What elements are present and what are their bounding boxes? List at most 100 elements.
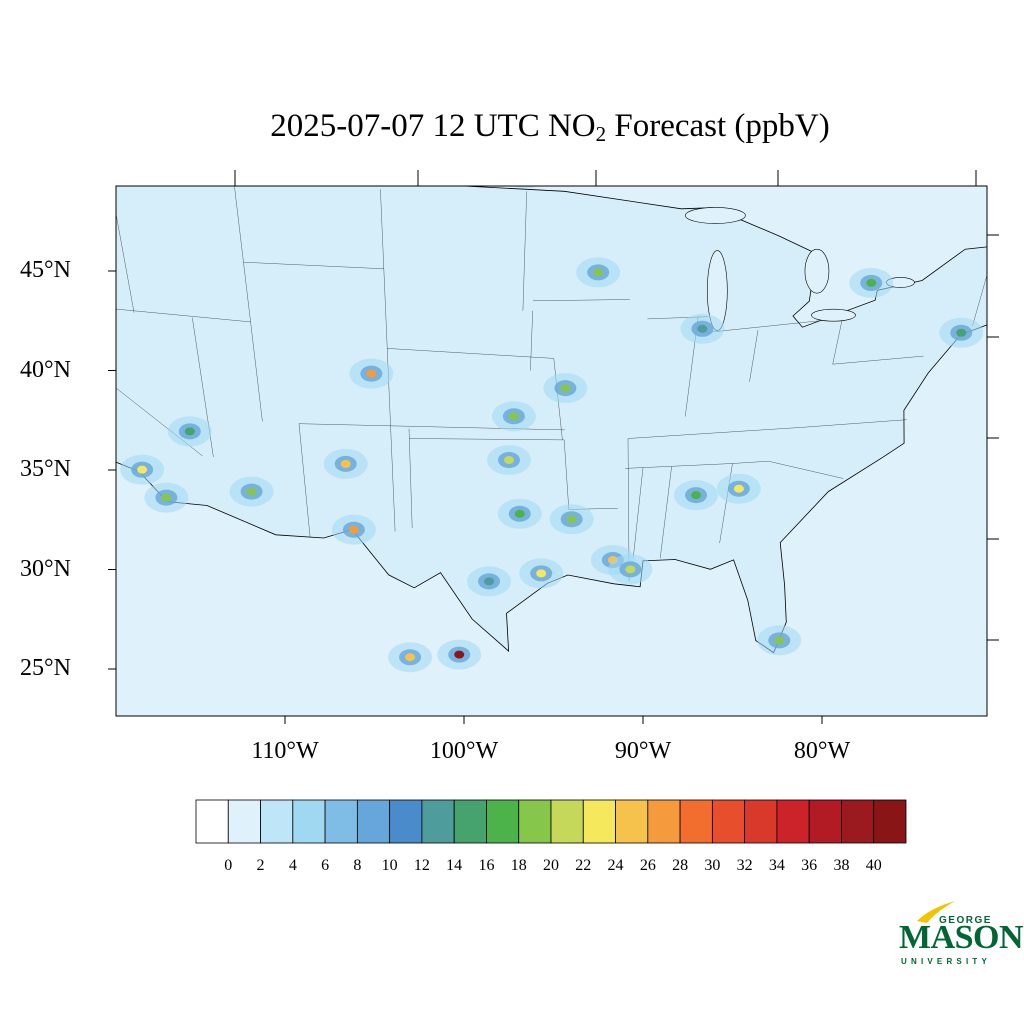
map-frame <box>115 185 988 717</box>
logo-mason: MASON <box>899 919 1024 956</box>
hotspot-phoenix <box>246 487 257 496</box>
colorbar-label: 24 <box>607 857 624 874</box>
hotspot-chicago <box>697 324 708 333</box>
lat-label: 40°N <box>20 356 71 383</box>
plume-mid <box>514 165 536 181</box>
colorbar-label: 8 <box>353 857 362 874</box>
hotspot-las-vegas <box>184 427 195 436</box>
state-boundary <box>532 299 630 302</box>
great-lake <box>811 308 856 322</box>
colorbar-segment <box>227 799 261 844</box>
hotspot-torreon <box>405 653 416 662</box>
colorbar-segment <box>453 799 487 844</box>
colorbar-segment <box>356 799 391 844</box>
lon-label: 80°W <box>793 738 851 764</box>
colorbar-label: 10 <box>381 857 398 874</box>
plume-mid <box>154 131 176 147</box>
colorbar-label: 38 <box>833 857 850 874</box>
hotspot-albuquerque <box>340 459 351 468</box>
us-coastline <box>116 186 987 654</box>
colorbar-segment <box>744 799 778 844</box>
hotspot-calgary <box>160 135 170 143</box>
plume-halo <box>513 186 538 189</box>
state-boundary <box>116 308 251 323</box>
map-title: 2025-07-07 12 UTC NO2 Forecast (ppbV) <box>270 108 830 146</box>
colorbar-label: 34 <box>768 857 785 874</box>
colorbar-label: 22 <box>575 857 592 874</box>
hotspot-birmingham <box>691 491 702 500</box>
state-boundary <box>972 274 987 326</box>
colorbar-label: 4 <box>288 857 297 874</box>
colorbar-segment <box>776 799 810 844</box>
hotspot-kansas-city <box>560 384 571 393</box>
lon-label: 90°W <box>614 738 672 764</box>
hotspot-miami <box>774 636 785 645</box>
hotspot-san-diego <box>161 493 172 502</box>
hotspot-new-orleans <box>625 565 636 574</box>
hotspot-atlanta <box>733 484 744 493</box>
state-boundary <box>530 310 533 371</box>
colorbar-label: 0 <box>224 857 233 874</box>
colorbar-label: 20 <box>543 857 559 874</box>
hotspot-wichita <box>508 412 519 421</box>
plume-halo <box>143 124 187 154</box>
colorbar-label: 30 <box>704 857 721 874</box>
map-content <box>0 124 987 673</box>
colorbar-segment <box>873 799 907 844</box>
lat-label: 35°N <box>20 456 71 482</box>
colorbar-label: 36 <box>801 857 818 874</box>
colorbar-label: 40 <box>865 857 882 874</box>
plume-mid <box>0 223 17 239</box>
state-boundary <box>563 439 570 510</box>
hotspot-minneapolis <box>593 268 604 277</box>
colorbar-label: 12 <box>413 857 430 874</box>
state-boundary <box>409 438 565 441</box>
state-boundary <box>768 460 844 479</box>
logo-university: UNIVERSITY <box>901 957 992 966</box>
great-lake <box>804 248 830 294</box>
hotspot-winnipeg <box>520 169 530 177</box>
colorbar-label: 18 <box>510 857 527 874</box>
colorbar-segment <box>518 799 552 844</box>
hotspot-shreveport <box>566 515 577 524</box>
state-boundary <box>116 212 135 313</box>
colorbar-label: 32 <box>736 857 753 874</box>
state-boundary <box>116 387 203 457</box>
lon-label: 110°W <box>251 738 319 764</box>
hotspot-dallas <box>514 509 525 518</box>
gmu-logo: GEORGE MASON UNIVERSITY <box>897 897 1024 977</box>
colorbar-label: 16 <box>478 857 495 874</box>
state-boundary <box>387 348 554 359</box>
hotspot-houston <box>536 569 547 578</box>
lat-label: 45°N <box>20 257 71 283</box>
state-boundary <box>298 423 311 538</box>
colorbar-segment <box>486 799 520 844</box>
colorbar-segment <box>808 799 842 844</box>
colorbar-segment <box>260 799 294 844</box>
state-boundary <box>832 318 924 365</box>
colorbar-segment <box>615 799 649 844</box>
colorbar-label: 28 <box>672 857 689 874</box>
hotspot-new-york <box>956 328 967 337</box>
plume-halo <box>0 175 26 205</box>
colorbar-segment <box>647 799 681 844</box>
plume-mid <box>0 182 15 198</box>
colorbar-label: 2 <box>256 857 265 874</box>
state-boundary <box>627 419 907 439</box>
state-boundary <box>408 428 413 529</box>
lat-label: 30°N <box>20 555 71 582</box>
colorbar-segment <box>292 799 326 844</box>
colorbar-segment <box>421 799 455 844</box>
colorbar-segment <box>841 799 875 844</box>
great-lake <box>685 207 746 224</box>
hotspot-los-angeles <box>137 465 148 474</box>
state-boundary <box>633 467 644 558</box>
hotspot-el-paso <box>348 525 359 534</box>
colorbar-segment <box>389 799 423 844</box>
colorbar-label: 26 <box>639 857 656 874</box>
lat-label: 25°N <box>20 655 71 681</box>
logo-swoosh-icon <box>917 901 955 923</box>
colorbar-segment <box>582 799 616 844</box>
state-boundary <box>243 261 384 270</box>
colorbar-segment <box>195 799 229 844</box>
